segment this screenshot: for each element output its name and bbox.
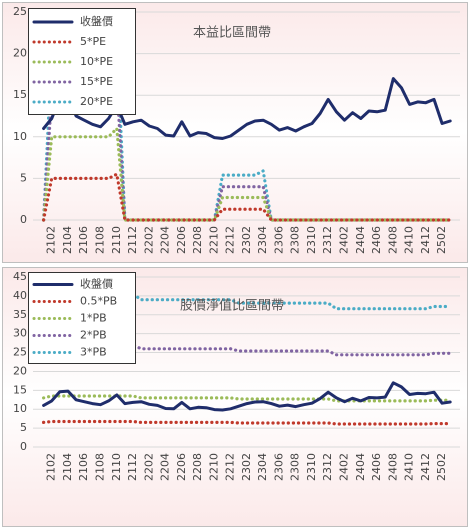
x-tick-label: 2402 bbox=[338, 453, 351, 481]
x-tick-label: 2108 bbox=[94, 226, 107, 254]
y-tick-label: 35 bbox=[13, 308, 27, 321]
legend-box bbox=[28, 272, 136, 364]
x-tick-label: 2304 bbox=[256, 226, 269, 254]
x-tick-label: 2212 bbox=[224, 226, 237, 254]
x-tick-label: 2208 bbox=[191, 453, 204, 481]
y-tick-label: 15 bbox=[13, 383, 27, 396]
x-tick-label: 2112 bbox=[126, 453, 139, 481]
series-line bbox=[42, 419, 452, 426]
x-tick-label: 2110 bbox=[110, 226, 123, 254]
y-tick-label: 20 bbox=[13, 364, 27, 377]
legend-label: 5*PE bbox=[80, 35, 106, 48]
legend-box bbox=[28, 8, 136, 115]
x-tick-label: 2310 bbox=[305, 453, 318, 481]
legend-label: 收盤價 bbox=[80, 14, 113, 28]
y-tick-label: 20 bbox=[13, 47, 27, 60]
x-tick-label: 2212 bbox=[224, 453, 237, 481]
x-tick-label: 2404 bbox=[354, 453, 367, 481]
x-tick-label: 2102 bbox=[45, 226, 58, 254]
x-tick-label: 2302 bbox=[240, 453, 253, 481]
x-tick-label: 2110 bbox=[110, 453, 123, 481]
x-tick-label: 2106 bbox=[77, 453, 90, 481]
x-tick-label: 2304 bbox=[256, 453, 269, 481]
x-tick-label: 2312 bbox=[321, 226, 334, 254]
y-tick-label: 0 bbox=[20, 213, 27, 226]
x-tick-label: 2410 bbox=[403, 226, 416, 254]
x-tick-label: 2202 bbox=[142, 453, 155, 481]
x-tick-label: 2406 bbox=[370, 226, 383, 254]
x-tick-label: 2502 bbox=[435, 226, 448, 254]
x-tick-label: 2310 bbox=[305, 226, 318, 254]
x-tick-label: 2406 bbox=[370, 453, 383, 481]
series-line bbox=[42, 292, 452, 311]
x-tick-label: 2306 bbox=[272, 226, 285, 254]
x-tick-label: 2408 bbox=[386, 226, 399, 254]
x-tick-label: 2108 bbox=[94, 453, 107, 481]
legend-label: 3*PB bbox=[80, 346, 107, 359]
legend-label: 15*PE bbox=[80, 75, 113, 88]
x-tick-label: 2210 bbox=[207, 453, 220, 481]
x-tick-label: 2402 bbox=[338, 226, 351, 254]
x-tick-label: 2410 bbox=[403, 453, 416, 481]
series-line bbox=[42, 381, 452, 412]
chart-title: 股價淨值比區間帶 bbox=[180, 298, 284, 314]
x-tick-label: 2306 bbox=[272, 453, 285, 481]
x-tick-label: 2302 bbox=[240, 226, 253, 254]
legend-label: 1*PB bbox=[80, 312, 107, 325]
x-tick-label: 2202 bbox=[142, 226, 155, 254]
x-tick-label: 2308 bbox=[289, 226, 302, 254]
y-tick-label: 5 bbox=[20, 421, 27, 434]
x-tick-label: 2102 bbox=[45, 453, 58, 481]
legend-label: 0.5*PB bbox=[80, 295, 117, 308]
x-tick-label: 2308 bbox=[289, 453, 302, 481]
x-tick-label: 2210 bbox=[207, 226, 220, 254]
y-tick-label: 30 bbox=[13, 327, 27, 340]
chart-title: 本益比區間帶 bbox=[193, 26, 271, 41]
x-tick-label: 2112 bbox=[126, 226, 139, 254]
legend-label: 10*PE bbox=[80, 55, 113, 68]
y-tick-label: 0 bbox=[20, 440, 27, 453]
legend-label: 20*PE bbox=[80, 95, 113, 108]
y-tick-label: 25 bbox=[13, 346, 27, 359]
y-tick-label: 10 bbox=[13, 130, 27, 143]
series-line bbox=[42, 394, 452, 403]
x-tick-label: 2106 bbox=[77, 226, 90, 254]
x-tick-label: 2312 bbox=[321, 453, 334, 481]
x-tick-label: 2206 bbox=[175, 226, 188, 254]
x-tick-label: 2104 bbox=[61, 453, 74, 481]
x-tick-label: 2208 bbox=[191, 226, 204, 254]
x-tick-label: 2412 bbox=[419, 453, 432, 481]
series-line bbox=[42, 126, 452, 222]
y-tick-label: 45 bbox=[13, 270, 27, 283]
y-tick-label: 10 bbox=[13, 402, 27, 415]
y-tick-label: 5 bbox=[20, 171, 27, 184]
series-line bbox=[42, 343, 452, 357]
series-line bbox=[42, 172, 452, 222]
x-tick-label: 2204 bbox=[159, 226, 172, 254]
y-tick-label: 15 bbox=[13, 88, 27, 101]
legend-label: 2*PB bbox=[80, 329, 107, 342]
y-tick-label: 40 bbox=[13, 289, 27, 302]
x-tick-label: 2206 bbox=[175, 453, 188, 481]
x-tick-label: 2502 bbox=[435, 453, 448, 481]
x-tick-label: 2404 bbox=[354, 226, 367, 254]
x-tick-label: 2204 bbox=[159, 453, 172, 481]
legend-label: 收盤價 bbox=[80, 277, 113, 291]
x-tick-label: 2408 bbox=[386, 453, 399, 481]
y-tick-label: 25 bbox=[13, 5, 27, 18]
x-tick-label: 2104 bbox=[61, 226, 74, 254]
x-tick-label: 2412 bbox=[419, 226, 432, 254]
